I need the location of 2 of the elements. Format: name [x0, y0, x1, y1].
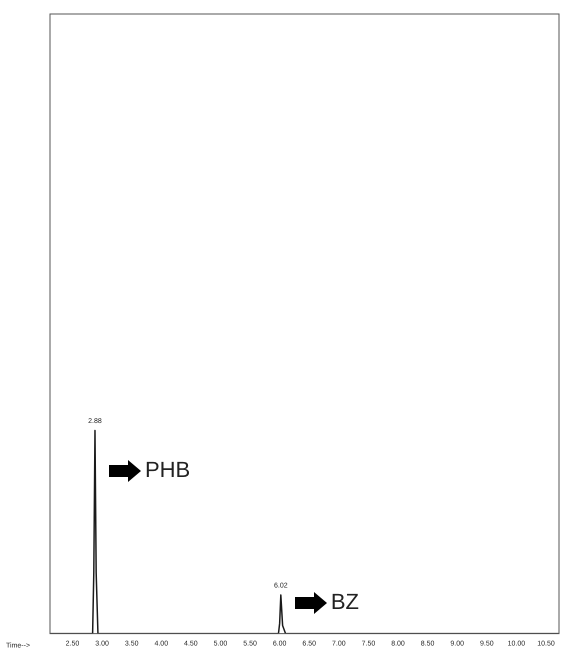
- annotation: PHB: [144, 457, 190, 482]
- annotation: BZ: [330, 588, 359, 614]
